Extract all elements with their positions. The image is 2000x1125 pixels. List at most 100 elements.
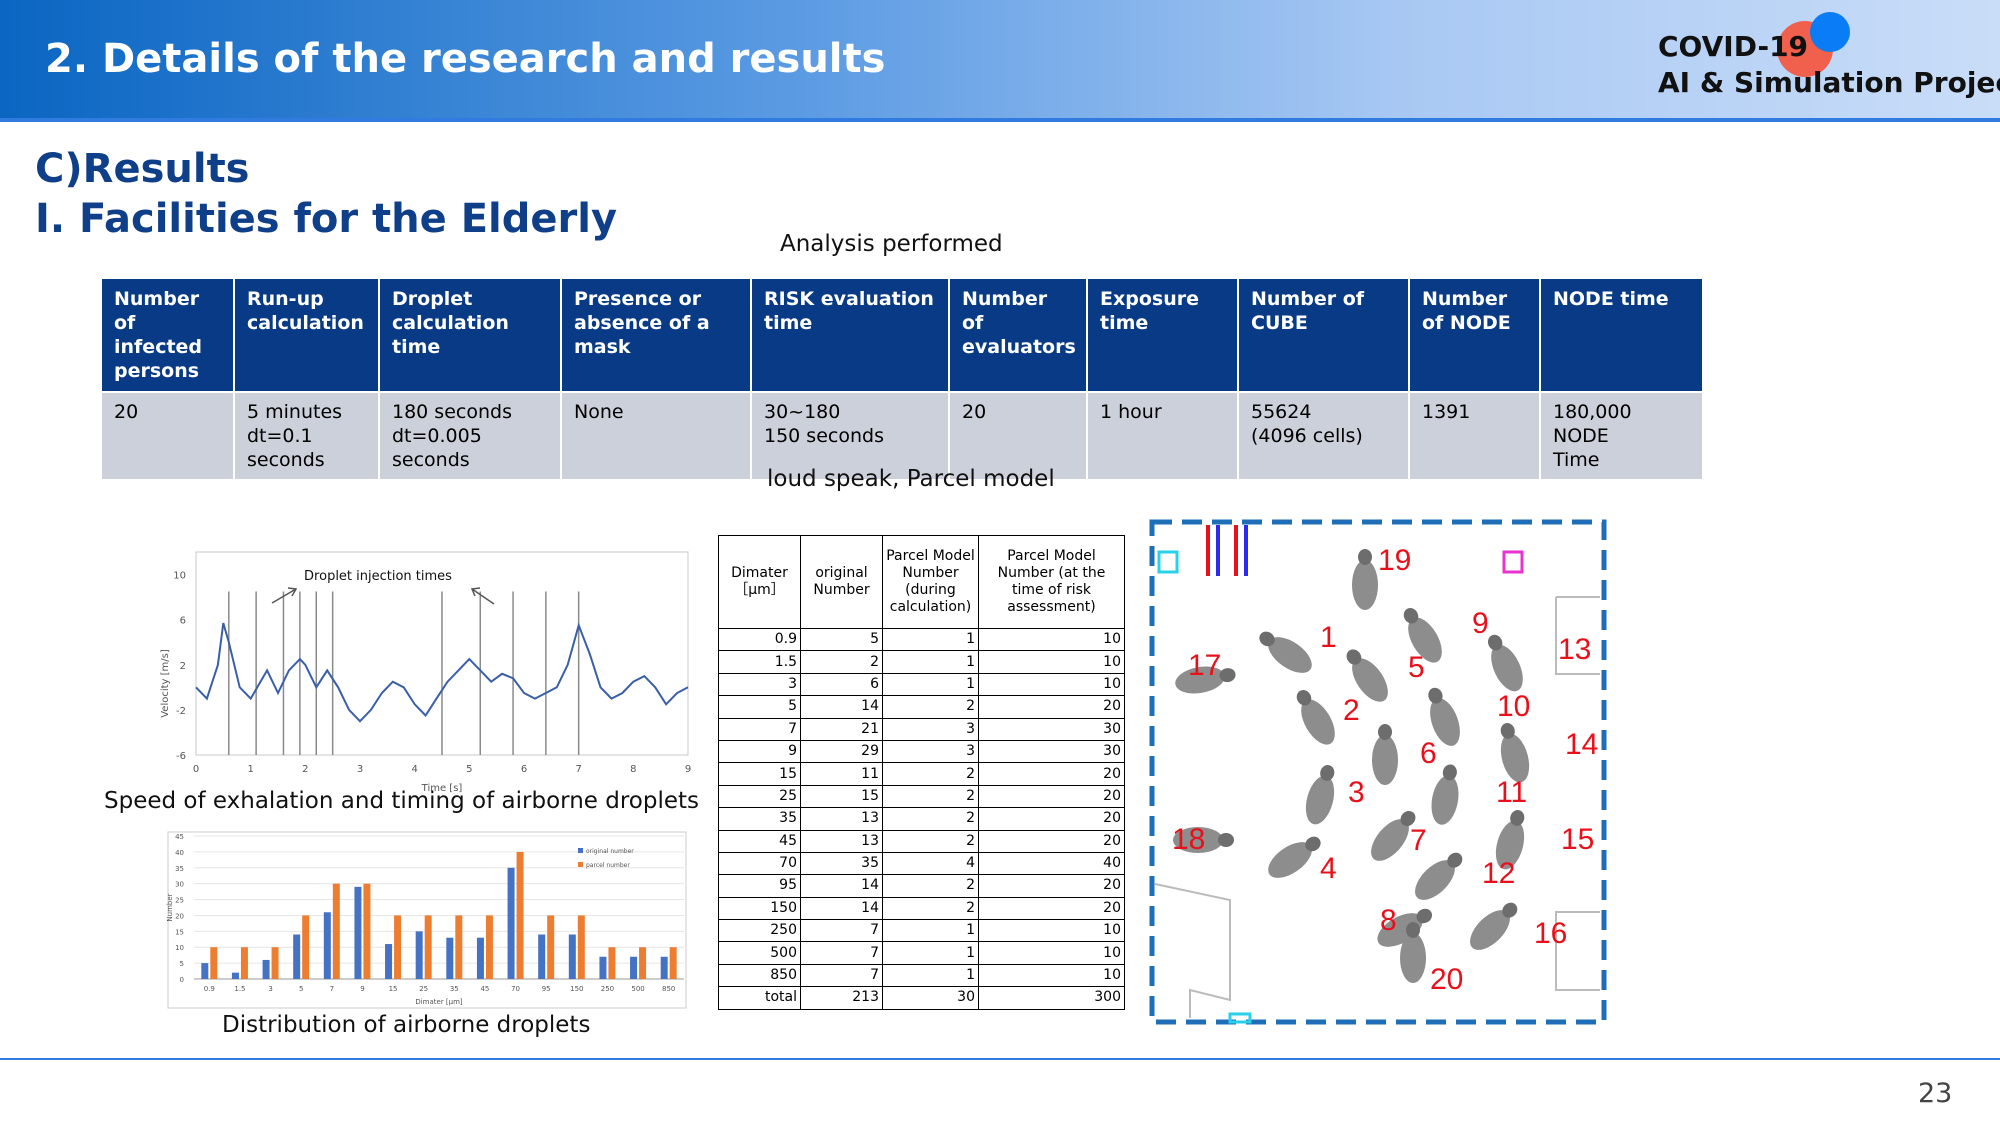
person-figure	[1346, 649, 1388, 702]
person-figure	[1495, 810, 1525, 870]
analysis-cell-line: 180,000	[1553, 401, 1632, 423]
person-head	[1487, 634, 1503, 651]
person-head	[1296, 689, 1312, 706]
distribution-x-tick: 0.9	[204, 985, 215, 993]
distribution-bar	[476, 937, 484, 979]
distribution-bar	[455, 915, 463, 979]
person-head	[1358, 549, 1372, 565]
table-row: 850 7 1 10	[718, 963, 1125, 988]
analysis-cell-3: None	[560, 391, 752, 481]
legend-swatch	[578, 862, 583, 867]
analysis-cell-line: dt=0.1	[247, 425, 313, 447]
person-body	[1268, 842, 1312, 878]
distribution-y-tick: 10	[175, 944, 184, 952]
analysis-cell-line: 30~180	[764, 401, 841, 423]
person-head	[1320, 765, 1335, 781]
table-row: 150 14 2 20	[718, 896, 1125, 921]
distribution-bar	[415, 931, 423, 979]
person-body	[1408, 617, 1442, 663]
person-figure	[1470, 902, 1518, 950]
distribution-y-tick: 20	[175, 912, 184, 920]
person-label: 9	[1472, 607, 1489, 640]
person-figure	[1487, 634, 1523, 692]
footer-divider	[0, 1058, 2000, 1060]
logo-text-line1: COVID-19	[1658, 30, 1809, 63]
person-head	[1403, 607, 1419, 624]
person-figure	[1371, 810, 1416, 861]
analysis-cell-8: 1391	[1408, 391, 1541, 481]
person-head	[1502, 902, 1518, 918]
distribution-bar	[240, 947, 248, 979]
distribution-x-tick: 95	[542, 985, 551, 993]
velocity-x-tick: 9	[685, 764, 691, 775]
person-body	[1377, 913, 1423, 947]
page-number: 23	[1918, 1078, 1953, 1109]
distribution-chart-caption: Distribution of airborne droplets	[222, 1012, 591, 1038]
wall-right-lower	[1555, 911, 1600, 991]
table-row: 35 13 2 20	[718, 807, 1125, 831]
person-head	[1219, 668, 1236, 683]
droplet-cell: 11	[800, 762, 883, 786]
distribution-bar	[516, 851, 524, 979]
person-figure	[1377, 908, 1433, 947]
velocity-x-tick: 1	[247, 764, 253, 775]
distribution-bar	[599, 956, 607, 979]
droplet-table-header: Dimater ［μm］ original Number Parcel Model …	[718, 535, 1125, 629]
person-head	[1447, 852, 1463, 868]
section-heading-facility: I. Facilities for the Elderly	[35, 196, 618, 242]
person-head	[1378, 724, 1392, 740]
person-body	[1268, 637, 1312, 673]
legend-entry: parcel number	[586, 862, 630, 869]
table-row: 0.9 5 1 10	[718, 627, 1125, 652]
droplet-cell: 10	[978, 650, 1125, 674]
distribution-bar	[210, 947, 218, 979]
person-label: 18	[1172, 823, 1205, 856]
person-label: 11	[1496, 776, 1527, 809]
droplet-header-3: Parcel Model Number (at the time of risk…	[978, 535, 1125, 629]
person-figure	[1296, 689, 1335, 745]
droplet-cell: 20	[978, 762, 1125, 786]
analysis-cell-line: NODE	[1553, 425, 1609, 447]
person-label: 1	[1320, 621, 1337, 654]
slide-title: 2. Details of the research and results	[45, 36, 886, 82]
distribution-y-tick: 45	[175, 833, 184, 841]
droplet-cell: 300	[978, 986, 1125, 1010]
distribution-bar	[446, 937, 454, 979]
velocity-x-label: Time [s]	[421, 783, 463, 794]
droplet-table: Dimater ［μm］ original Number Parcel Model …	[718, 535, 1125, 1010]
person-figure	[1173, 827, 1234, 853]
table-row: 5 14 2 20	[718, 695, 1125, 719]
distribution-bar	[354, 886, 362, 979]
person-label: 10	[1497, 690, 1530, 723]
person-body	[1173, 827, 1223, 853]
person-head	[1428, 687, 1443, 704]
distribution-y-tick: 5	[180, 960, 184, 968]
velocity-y-label: Velocity [m/s]	[160, 649, 171, 718]
distribution-x-tick: 850	[662, 985, 675, 993]
person-figure	[1175, 666, 1236, 694]
distribution-bar	[538, 934, 546, 979]
distribution-bar	[302, 915, 310, 979]
velocity-y-tick: -6	[176, 751, 186, 762]
distribution-bar	[547, 915, 555, 979]
droplet-cell: 95	[718, 874, 801, 898]
velocity-x-tick: 6	[521, 764, 527, 775]
person-label: 5	[1408, 651, 1425, 684]
person-label: 12	[1482, 857, 1515, 890]
person-label: 4	[1320, 852, 1337, 885]
analysis-cell-6: 1 hour	[1086, 391, 1239, 481]
velocity-y-tick: -2	[176, 706, 186, 717]
distribution-x-tick: 7	[330, 985, 334, 993]
person-head	[1305, 836, 1321, 852]
table-row: total 213 30 300	[718, 986, 1125, 1010]
analysis-header-8: Number of NODE	[1408, 277, 1541, 393]
marker-magenta	[1502, 550, 1524, 574]
analysis-header-6: Exposure time	[1086, 277, 1239, 393]
person-head	[1218, 833, 1234, 847]
velocity-x-tick: 8	[630, 764, 636, 775]
person-figure	[1415, 852, 1463, 900]
person-body	[1175, 666, 1225, 694]
person-head	[1346, 649, 1362, 665]
